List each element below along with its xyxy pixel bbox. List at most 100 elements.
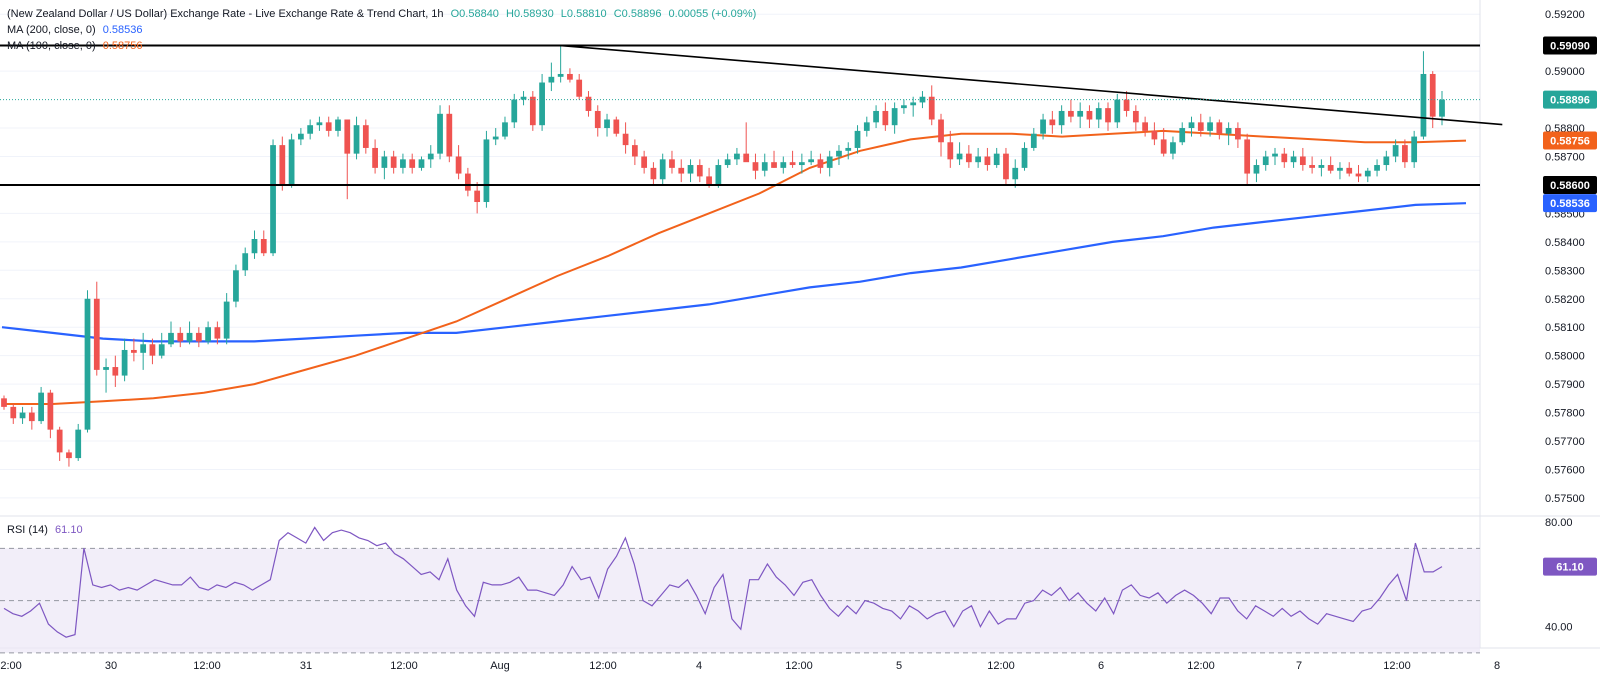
ma200-legend[interactable]: MA (200, close, 0) 0.58536: [7, 24, 146, 36]
ohlc-open: O0.58840: [450, 8, 499, 20]
candle-body: [1068, 110, 1074, 117]
y-tick-label: 0.59200: [1545, 9, 1585, 21]
candle-body: [1411, 136, 1418, 163]
candle-body: [316, 122, 323, 126]
rsi-legend[interactable]: RSI (14) 61.10: [7, 524, 87, 536]
candle-body: [418, 159, 425, 168]
candle-body: [10, 406, 17, 419]
support-price-label: 0.58600: [1550, 180, 1590, 192]
candle-body: [298, 133, 304, 140]
candle-body: [1355, 173, 1362, 177]
x-tick-label: 6: [1098, 660, 1104, 672]
y-tick-label: 0.58000: [1545, 351, 1585, 363]
candle-body: [168, 332, 174, 345]
candle-body: [1095, 108, 1102, 120]
candle-body: [186, 332, 193, 342]
candle-body: [56, 429, 63, 453]
x-tick-label: 12:00: [1383, 660, 1411, 672]
candle-body: [103, 367, 109, 370]
candle-body: [576, 79, 583, 97]
candle-body: [158, 344, 165, 356]
rsi-y-tick-label: 40.00: [1545, 622, 1573, 634]
y-tick-label: 0.57600: [1545, 464, 1585, 476]
candle-body: [891, 108, 898, 126]
candle-body: [455, 156, 462, 174]
x-tick-label: 8: [1494, 660, 1500, 672]
rsi-label: RSI (14): [7, 524, 48, 536]
candle-body: [474, 190, 481, 203]
y-tick-label: 0.57800: [1545, 408, 1585, 420]
candle-body: [1392, 145, 1399, 157]
candle-body: [1021, 147, 1028, 168]
candle-body: [557, 73, 564, 77]
candle-body: [446, 113, 453, 157]
candle-body: [984, 156, 991, 166]
rsi-value: 61.10: [55, 524, 83, 536]
ohlc-low: L0.58810: [560, 8, 607, 20]
candle-body: [1012, 167, 1019, 180]
candle-body: [1235, 128, 1241, 140]
y-tick-label: 0.58300: [1545, 265, 1585, 277]
chart-title: (New Zealand Dollar / US Dollar) Exchang…: [7, 8, 444, 20]
x-tick-label: 12:00: [1187, 660, 1215, 672]
candle-body: [594, 110, 601, 129]
candle-body: [1040, 119, 1046, 134]
chart-header: (New Zealand Dollar / US Dollar) Exchang…: [7, 8, 760, 20]
candle-body: [1337, 167, 1343, 171]
candle-body: [910, 102, 917, 106]
candle-body: [28, 412, 35, 422]
ma100-price-label: 0.58756: [1550, 136, 1590, 148]
candle-body: [195, 332, 202, 342]
candle-body: [1160, 139, 1167, 154]
x-tick-label: 5: [896, 660, 902, 672]
candle-body: [1402, 145, 1408, 163]
candle-body: [1225, 128, 1232, 134]
candle-body: [242, 253, 249, 271]
candle-body: [696, 165, 703, 177]
candle-body: [464, 173, 471, 191]
candle-body: [780, 162, 787, 168]
candle-body: [687, 165, 694, 174]
candle-body: [1216, 122, 1223, 134]
candle-body: [19, 412, 26, 419]
candle-body: [863, 122, 870, 131]
candle-body: [854, 130, 861, 148]
candle-body: [641, 156, 648, 168]
candle-body: [66, 452, 72, 459]
candle-body: [84, 298, 91, 430]
candle-body: [956, 153, 963, 160]
candle-body: [427, 153, 434, 160]
candle-body: [1151, 130, 1158, 140]
candle-body: [38, 392, 44, 422]
candle-body: [93, 298, 100, 370]
resistance-price-label: 0.59090: [1550, 41, 1590, 53]
last-price-label-box: [1543, 90, 1597, 109]
ma200-price-label-box: [1543, 194, 1597, 213]
candle-body: [381, 156, 388, 168]
ma100-price-label-box: [1543, 131, 1597, 150]
ma100-label: MA (100, close, 0): [7, 40, 96, 52]
ma100-legend[interactable]: MA (100, close, 0) 0.58756: [7, 40, 146, 52]
candle-body: [706, 176, 712, 185]
candle-body: [1439, 99, 1445, 117]
candle-body: [826, 156, 833, 168]
x-tick-label: 12:00: [987, 660, 1015, 672]
y-tick-label: 0.59000: [1545, 66, 1585, 78]
candle-body: [836, 150, 842, 157]
candle-body: [678, 167, 685, 174]
rsi-last-label-box: [1543, 557, 1597, 576]
candle-body: [631, 145, 638, 157]
candle-body: [901, 105, 907, 109]
candle-body: [112, 367, 119, 376]
candle-body: [604, 119, 610, 129]
candle-body: [502, 122, 508, 137]
candle-body: [817, 159, 824, 168]
support-price-label-box: [1543, 175, 1597, 194]
candle-body: [149, 344, 156, 356]
candle-body: [1114, 99, 1121, 123]
ma200-label: MA (200, close, 0): [7, 24, 96, 36]
ma100-value: 0.58756: [102, 40, 143, 52]
candle-body: [650, 167, 657, 180]
candle-body: [1030, 133, 1037, 148]
